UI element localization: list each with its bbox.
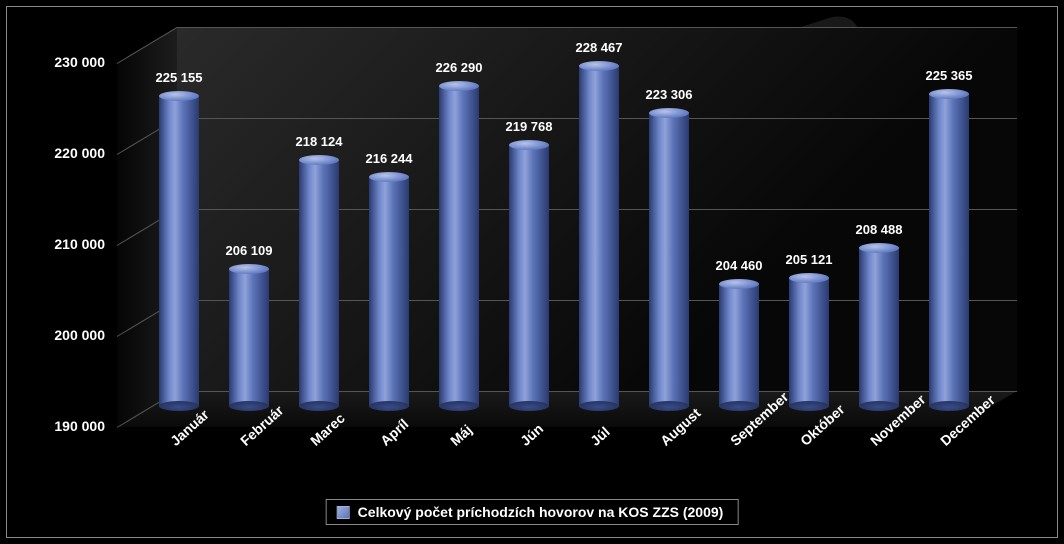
bar bbox=[579, 61, 619, 411]
y-tick-label: 230 000 bbox=[25, 54, 105, 70]
legend: Celkový počet príchodzích hovorov na KOS… bbox=[326, 499, 739, 525]
gridline bbox=[177, 27, 1017, 28]
y-tick-label: 210 000 bbox=[25, 236, 105, 252]
value-label: 216 244 bbox=[357, 151, 421, 166]
value-label: 219 768 bbox=[497, 119, 561, 134]
y-tick-label: 190 000 bbox=[25, 418, 105, 434]
bar bbox=[929, 89, 969, 411]
value-label: 225 155 bbox=[147, 70, 211, 85]
bar bbox=[439, 81, 479, 411]
chart-frame: OS ZZS SR 190 000200 000210 000220 00023… bbox=[6, 6, 1058, 538]
value-label: 226 290 bbox=[427, 60, 491, 75]
bar bbox=[789, 273, 829, 411]
value-label: 204 460 bbox=[707, 258, 771, 273]
y-tick-label: 220 000 bbox=[25, 145, 105, 161]
bar bbox=[509, 140, 549, 411]
value-label: 218 124 bbox=[287, 134, 351, 149]
bar bbox=[229, 264, 269, 411]
value-label: 205 121 bbox=[777, 252, 841, 267]
bar bbox=[369, 172, 409, 411]
value-label: 206 109 bbox=[217, 243, 281, 258]
plot-area: 190 000200 000210 000220 000230 000225 1… bbox=[117, 27, 1017, 427]
value-label: 228 467 bbox=[567, 40, 631, 55]
value-label: 223 306 bbox=[637, 87, 701, 102]
bar bbox=[859, 243, 899, 411]
value-label: 225 365 bbox=[917, 68, 981, 83]
bar bbox=[719, 279, 759, 411]
bar bbox=[159, 91, 199, 411]
legend-label: Celkový počet príchodzích hovorov na KOS… bbox=[358, 504, 724, 520]
category-label: Júl bbox=[587, 423, 613, 448]
bar bbox=[299, 155, 339, 411]
value-label: 208 488 bbox=[847, 222, 911, 237]
legend-swatch bbox=[337, 506, 350, 519]
y-tick-label: 200 000 bbox=[25, 327, 105, 343]
bar bbox=[649, 108, 689, 411]
